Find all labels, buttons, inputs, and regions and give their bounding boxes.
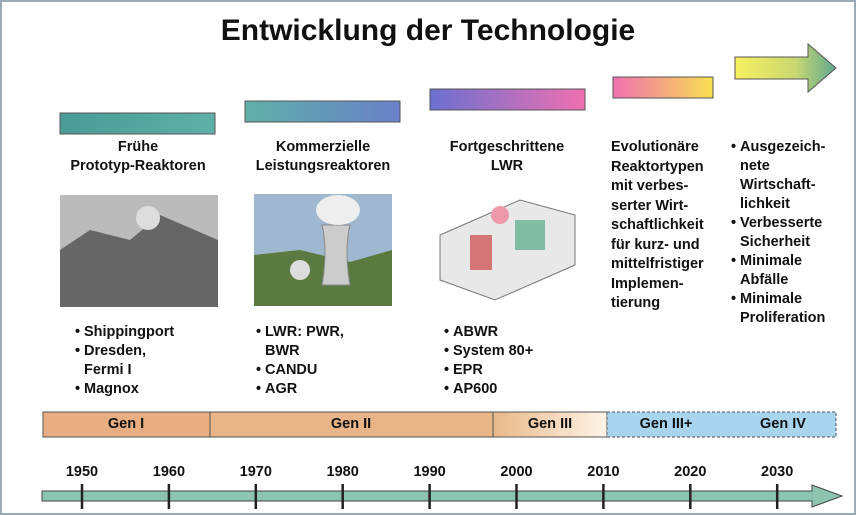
page: Entwicklung der Technologie FrühePrototy… [0, 0, 856, 515]
decor [0, 0, 856, 515]
era-bar [60, 113, 215, 134]
column-text: mit verbes- [611, 177, 688, 196]
column-text: tierung [611, 294, 660, 313]
bullet-item: CANDU [265, 361, 317, 380]
generation-label: Gen III [528, 415, 572, 434]
year-label: 2010 [587, 463, 619, 482]
bullet-item: AGR [265, 380, 297, 399]
column-text: mittelfristiger [611, 255, 704, 274]
year-label: 1950 [66, 463, 98, 482]
column-heading: Leistungsreaktoren [256, 157, 391, 176]
era-bar [430, 89, 585, 110]
time-arrow [42, 485, 842, 507]
bullet-item: Fermi I [84, 361, 132, 380]
bullet-item: System 80+ [453, 342, 533, 361]
bullet-item: EPR [453, 361, 483, 380]
bullet-item: Magnox [84, 380, 139, 399]
bullet-item: BWR [265, 342, 300, 361]
column-text: schaftlichkeit [611, 216, 704, 235]
title: Entwicklung der Technologie [0, 14, 856, 48]
bullet-item: nete [740, 157, 770, 176]
year-label: 1960 [153, 463, 185, 482]
column-text: serter Wirt- [611, 197, 688, 216]
year-label: 2000 [500, 463, 532, 482]
generation-label: Gen IV [760, 415, 806, 434]
bullet-item: Proliferation [740, 309, 825, 328]
bullet-item: AP600 [453, 380, 497, 399]
bullet-item: Ausgezeich- [740, 138, 825, 157]
generation-label: Gen II [331, 415, 371, 434]
generation-label: Gen III+ [640, 415, 693, 434]
era-bar [245, 101, 400, 122]
bullet-item: Minimale [740, 290, 802, 309]
bullet-item: Shippingport [84, 323, 174, 342]
bullet-item: Sicherheit [740, 233, 810, 252]
year-label: 1980 [327, 463, 359, 482]
column-text: Implemen- [611, 275, 684, 294]
column-heading: Kommerzielle [276, 138, 370, 157]
column-text: für kurz- und [611, 236, 700, 255]
column-heading: Frühe [118, 138, 158, 157]
column-heading: Fortgeschrittene [450, 138, 564, 157]
column-heading: LWR [491, 157, 523, 176]
era-arrow [735, 44, 836, 92]
year-label: 1970 [240, 463, 272, 482]
photo [254, 194, 392, 306]
era-bar [613, 77, 713, 98]
illustration [440, 200, 575, 300]
bullet-item: Verbesserte [740, 214, 822, 233]
photo [60, 195, 218, 307]
year-label: 2020 [674, 463, 706, 482]
bullet-item: lichkeit [740, 195, 790, 214]
column-text: Evolutionäre [611, 138, 699, 157]
year-label: 2030 [761, 463, 793, 482]
year-label: 1990 [413, 463, 445, 482]
bullet-item: LWR: PWR, [265, 323, 344, 342]
bullet-item: Abfälle [740, 271, 788, 290]
generation-label: Gen I [108, 415, 144, 434]
column-text: Reaktortypen [611, 158, 704, 177]
bullet-item: Wirtschaft- [740, 176, 816, 195]
column-heading: Prototyp-Reaktoren [70, 157, 205, 176]
bullet-item: ABWR [453, 323, 498, 342]
bullet-item: Dresden, [84, 342, 146, 361]
bullet-item: Minimale [740, 252, 802, 271]
